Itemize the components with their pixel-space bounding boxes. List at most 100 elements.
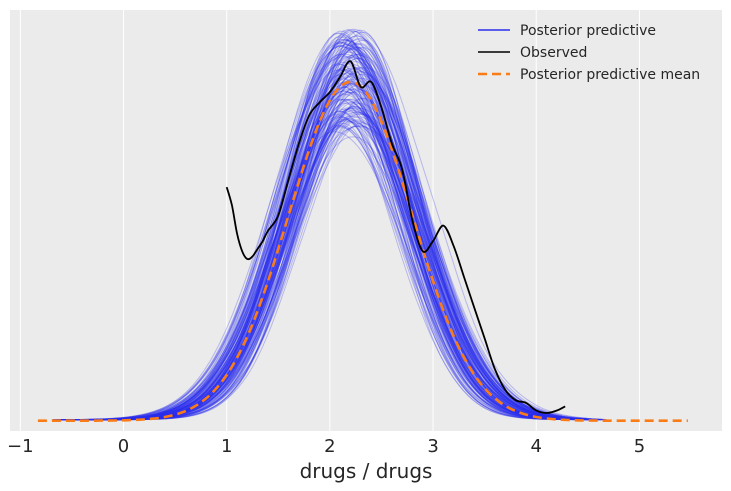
posterior-predictive-sample — [106, 91, 599, 421]
legend-label-posterior-predictive-mean: Posterior predictive mean — [520, 67, 700, 83]
x-tick-label: 0 — [118, 436, 129, 457]
x-tick-label: 4 — [531, 436, 542, 457]
posterior-predictive-sample — [54, 63, 594, 421]
posterior-predictive-sample — [103, 125, 540, 421]
posterior-predictive-sample — [87, 78, 543, 421]
x-tick-label: −1 — [7, 436, 34, 457]
posterior-predictive-sample — [74, 108, 595, 421]
posterior-predictive-sample — [96, 38, 580, 421]
posterior-predictive-sample — [61, 136, 582, 421]
posterior-predictive-sample — [63, 46, 565, 421]
posterior-predictive-sample — [76, 40, 569, 420]
posterior-predictive-mean-line — [37, 80, 688, 422]
posterior-predictive-sample — [109, 55, 542, 420]
posterior-predictive-sample — [52, 70, 592, 421]
posterior-predictive-sample — [106, 44, 599, 421]
posterior-predictive-sample — [83, 88, 563, 421]
posterior-predictive-sample — [83, 91, 586, 421]
posterior-predictive-sample — [61, 45, 563, 421]
posterior-predictive-sample — [104, 72, 607, 421]
posterior-predictive-sample — [82, 118, 552, 421]
posterior-predictive-sample — [67, 57, 537, 421]
posterior-predictive-sample — [73, 47, 603, 421]
posterior-predictive-sample — [91, 85, 599, 420]
posterior-predictive-sample — [53, 52, 579, 421]
posterior-predictive-sample — [80, 69, 568, 421]
posterior-predictive-sample — [82, 91, 598, 421]
posterior-predictive-sample — [108, 70, 541, 420]
posterior-predictive-sample — [97, 68, 548, 421]
posterior-predictive-sample — [67, 106, 546, 421]
posterior-predictive-sample — [72, 53, 593, 421]
posterior-predictive-sample — [59, 97, 594, 421]
posterior-predictive-sample — [85, 121, 596, 421]
posterior-predictive-sample — [92, 122, 595, 421]
posterior-predictive-sample — [92, 30, 581, 421]
posterior-predictive-sample — [113, 48, 545, 420]
legend-label-observed: Observed — [520, 45, 587, 61]
x-tick-label: 1 — [221, 436, 232, 457]
posterior-predictive-sample — [62, 76, 536, 421]
posterior-predictive-sample — [103, 39, 587, 420]
posterior-predictive-sample — [103, 118, 545, 421]
x-axis-label: drugs / drugs — [300, 459, 433, 483]
posterior-predictive-sample — [80, 28, 587, 421]
posterior-predictive-sample — [94, 56, 555, 421]
posterior-predictive-sample — [97, 125, 604, 420]
posterior-predictive-sample — [85, 56, 601, 421]
posterior-predictive-sample — [82, 105, 580, 421]
posterior-predictive-sample — [112, 98, 600, 420]
posterior-predictive-sample — [65, 61, 549, 421]
posterior-predictive-sample — [89, 67, 541, 421]
posterior-predictive-sample — [71, 78, 541, 421]
posterior-predictive-sample — [52, 98, 540, 421]
posterior-predictive-sample — [59, 74, 544, 421]
grid-lines — [19, 10, 640, 431]
posterior-predictive-sample — [61, 41, 540, 421]
posterior-predictive-sample — [77, 31, 566, 421]
posterior-predictive-sample — [78, 42, 562, 421]
posterior-predictive-sample — [101, 83, 552, 421]
posterior-predictive-sample — [81, 68, 574, 421]
posterior-predictive-sample — [89, 118, 555, 421]
posterior-predictive-sample — [96, 102, 548, 420]
posterior-predictive-sample — [66, 111, 601, 421]
posterior-predictive-sample — [53, 38, 579, 421]
posterior-predictive-sample — [80, 36, 569, 421]
posterior-predictive-sample — [96, 110, 566, 421]
posterior-predictive-sample — [105, 126, 599, 421]
posterior-predictive-sample — [82, 65, 538, 421]
plot-area — [10, 10, 722, 431]
posterior-predictive-sample — [74, 100, 595, 421]
posterior-predictive-sample — [86, 51, 566, 420]
posterior-predictive-sample — [101, 32, 543, 421]
posterior-predictive-sample — [96, 42, 575, 420]
posterior-predictive-sample — [70, 29, 559, 421]
x-tick-label: 2 — [324, 436, 335, 457]
posterior-predictive-sample — [85, 44, 560, 420]
posterior-predictive-sample — [98, 39, 568, 420]
posterior-predictive-sample — [78, 30, 576, 421]
x-tick-label: 3 — [427, 436, 438, 457]
posterior-predictive-sample — [76, 42, 607, 421]
x-axis-ticks: −1 0 1 2 3 4 5 — [7, 436, 645, 457]
posterior-predictive-sample — [95, 113, 565, 421]
posterior-predictive-sample — [78, 120, 548, 421]
posterior-predictive-sample — [85, 34, 555, 420]
legend-label-posterior-predictive: Posterior predictive — [520, 23, 656, 39]
posterior-predictive-sample — [94, 53, 536, 420]
posterior-predictive-sample — [87, 124, 543, 421]
posterior-predictive-sample — [76, 98, 606, 421]
posterior-predictive-sample — [83, 119, 553, 421]
posterior-predictive-sample — [86, 44, 570, 421]
posterior-predictive-sample — [56, 41, 577, 421]
posterior-predictive-sample — [90, 97, 606, 421]
legend: Posterior predictive Observed Posterior … — [478, 23, 700, 83]
observed-line — [225, 60, 566, 414]
posterior-predictive-sample — [108, 47, 573, 421]
posterior-predictive-sample — [66, 116, 555, 421]
posterior-predictive-sample — [107, 69, 605, 420]
posterior-predictive-sample — [82, 107, 584, 421]
posterior-predictive-sample — [101, 125, 571, 421]
